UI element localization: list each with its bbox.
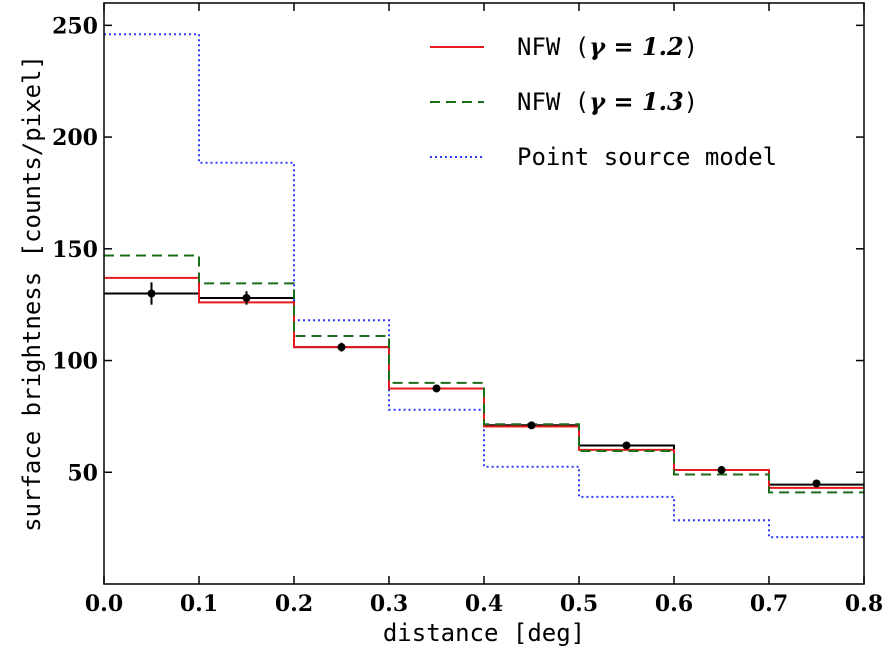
legend-label-3: Point source model: [517, 143, 777, 171]
x-tick-label: 0.7: [750, 591, 788, 617]
series-line-3: [104, 33, 864, 539]
plot-frame: [103, 2, 865, 585]
series-line-2: [104, 254, 864, 494]
x-tick-label: 0.1: [180, 591, 218, 617]
legend-label-text: Point source model: [517, 143, 777, 171]
x-tick-label: 0.0: [85, 591, 123, 617]
legend-label-1: NFW (γ = 1.2): [517, 32, 698, 61]
data-point: [812, 479, 821, 488]
data-point: [622, 441, 631, 450]
x-tick-label: 0.5: [560, 591, 598, 617]
legend-label-text: NFW (: [517, 33, 589, 61]
y-tick-label: 100: [52, 349, 98, 375]
x-tick-label: 0.2: [275, 591, 313, 617]
x-tick-label: 0.4: [465, 591, 503, 617]
y-axis-label: surface brightness [counts/pixel]: [18, 55, 46, 532]
legend-label-2: NFW (γ = 1.3): [517, 87, 698, 116]
x-axis: 0.0 0.1 0.2 0.3 0.4 0.5 0.6 0.7 0.8: [85, 3, 883, 617]
data-point: [432, 384, 441, 393]
y-tick-label: 250: [52, 13, 98, 39]
data-point: [527, 421, 536, 430]
legend-label-text: NFW (: [517, 88, 589, 116]
plot-marks: [104, 33, 864, 539]
data-point: [337, 343, 346, 352]
data-point: [242, 293, 251, 302]
y-tick-label: 150: [52, 237, 98, 263]
y-axis: 50 100 150 200 250: [52, 13, 864, 486]
legend-label-suffix: ): [684, 33, 698, 61]
x-tick-label: 0.3: [370, 591, 408, 617]
legend: NFW (γ = 1.2)NFW (γ = 1.3)Point source m…: [430, 32, 777, 171]
series-line-1: [104, 276, 864, 489]
y-tick-label: 50: [67, 460, 98, 486]
legend-label-math: γ = 1.2: [589, 32, 683, 61]
legend-label-math: γ = 1.3: [589, 87, 683, 116]
x-tick-label: 0.6: [655, 591, 693, 617]
data-point: [147, 289, 156, 298]
legend-label-suffix: ): [684, 88, 698, 116]
x-axis-label: distance [deg]: [383, 619, 585, 647]
data-point: [717, 466, 726, 475]
x-tick-label: 0.8: [845, 591, 883, 617]
y-tick-label: 200: [52, 125, 98, 151]
